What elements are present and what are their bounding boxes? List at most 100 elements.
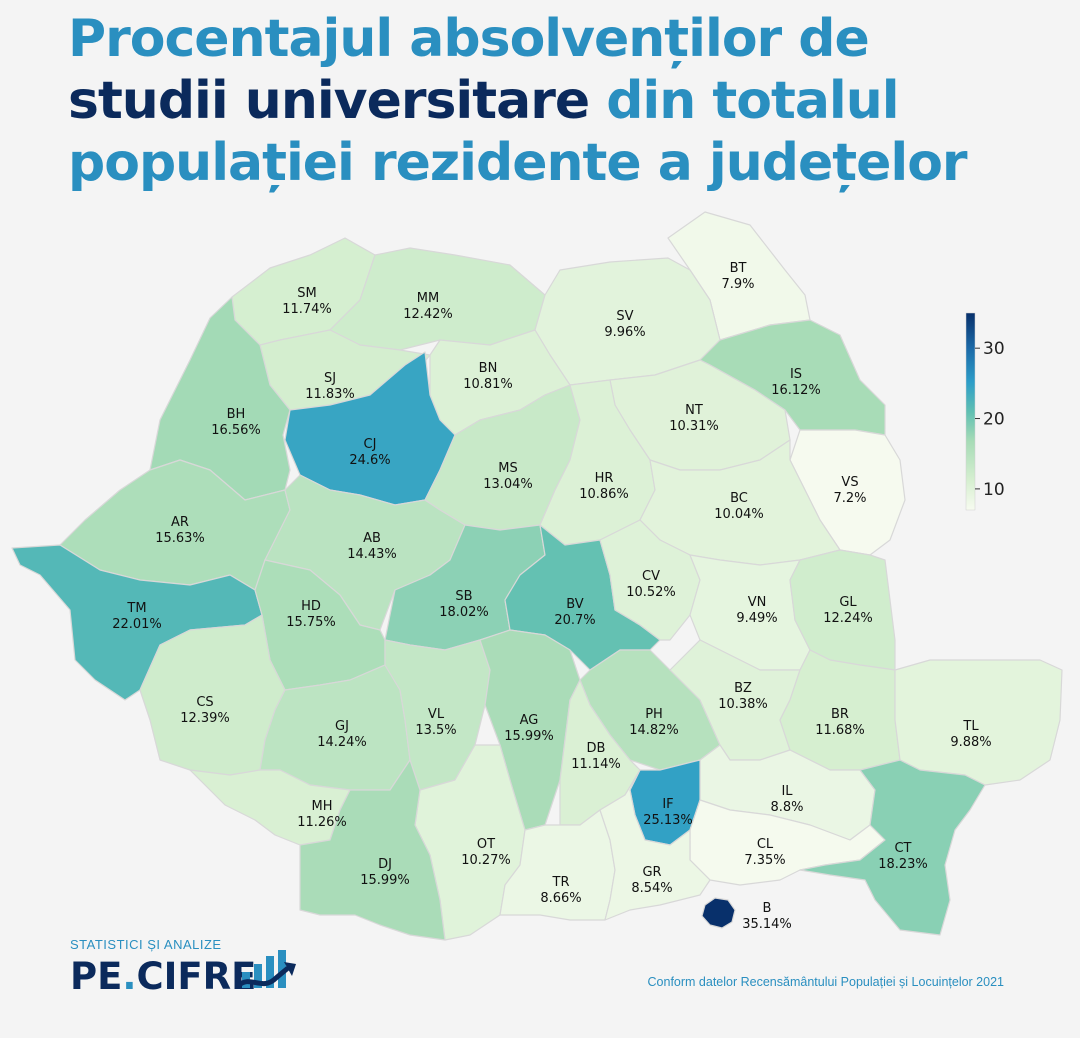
title-line-3: populației rezidente a județelor (68, 133, 968, 193)
county-value: 12.42% (403, 307, 453, 322)
county-label-b: B 35.14% (742, 901, 792, 932)
county-label-ct: CT 18.23% (878, 841, 928, 872)
county-label-vn: VN 9.49% (736, 595, 777, 626)
county-code: BZ (734, 681, 752, 696)
data-source-note: Conform datelor Recensământului Populați… (647, 975, 1004, 989)
county-label-ab: AB 14.43% (347, 531, 397, 562)
county-label-dj: DJ 15.99% (360, 857, 410, 888)
color-scale-bar (965, 312, 976, 511)
county-code: GR (642, 865, 661, 880)
county-value: 25.13% (643, 813, 693, 828)
county-value: 18.02% (439, 605, 489, 620)
title-line-1: Procentajul absolvenților de (68, 9, 870, 69)
county-label-tr: TR 8.66% (540, 875, 581, 906)
county-value: 10.27% (461, 853, 511, 868)
county-value: 15.99% (360, 873, 410, 888)
county-value: 10.86% (579, 487, 629, 502)
county-label-mh: MH 11.26% (297, 799, 347, 830)
county-value: 9.88% (950, 735, 991, 750)
county-value: 11.74% (282, 302, 332, 317)
county-code: SM (297, 286, 316, 301)
county-label-tm: TM 22.01% (112, 601, 162, 632)
county-label-sm: SM 11.74% (282, 286, 332, 317)
county-label-bt: BT 7.9% (721, 261, 754, 292)
county-value: 10.31% (669, 419, 719, 434)
county-code: NT (685, 403, 703, 418)
brand-name-left: PE (70, 955, 123, 998)
county-label-tl: TL 9.88% (950, 719, 991, 750)
county-value: 16.56% (211, 423, 261, 438)
county-code: BR (831, 707, 849, 722)
county-code: BH (227, 407, 246, 422)
county-label-nt: NT 10.31% (669, 403, 719, 434)
county-code: VS (841, 475, 858, 490)
county-value: 22.01% (112, 617, 162, 632)
county-label-ag: AG 15.99% (504, 713, 554, 744)
county-code: TR (552, 875, 570, 890)
county-value: 10.52% (626, 585, 676, 600)
county-label-bn: BN 10.81% (463, 361, 513, 392)
county-code: TL (962, 719, 979, 734)
county-vl (384, 639, 491, 791)
color-scale-legend: 10 20 30 (965, 312, 1005, 511)
county-code: GL (839, 595, 857, 610)
brand-tagline: STATISTICI ȘI ANALIZE (70, 937, 222, 952)
title-line-2-highlight: studii universitare (68, 71, 590, 131)
county-code: IF (662, 797, 673, 812)
county-value: 8.8% (770, 800, 803, 815)
county-label-if: IF 25.13% (643, 797, 693, 828)
color-scale-tick-label: 30 (983, 339, 1005, 359)
county-code: DB (587, 741, 606, 756)
county-label-sv: SV 9.96% (604, 309, 645, 340)
county-label-cv: CV 10.52% (626, 569, 676, 600)
county-code: AR (171, 515, 189, 530)
county-label-br: BR 11.68% (815, 707, 865, 738)
county-value: 12.24% (823, 611, 873, 626)
county-ct (799, 759, 986, 936)
county-value: 13.5% (415, 723, 456, 738)
county-value: 12.39% (180, 711, 230, 726)
color-scale-tick-label: 20 (983, 410, 1005, 430)
county-code: MM (417, 291, 439, 306)
county-code: MH (312, 799, 333, 814)
brand-name: PE.CIFRE (70, 955, 256, 998)
county-value: 15.99% (504, 729, 554, 744)
county-label-vs: VS 7.2% (833, 475, 866, 506)
county-label-il: IL 8.8% (770, 784, 803, 815)
county-label-mm: MM 12.42% (403, 291, 453, 322)
county-label-is: IS 16.12% (771, 367, 821, 398)
county-label-cs: CS 12.39% (180, 695, 230, 726)
county-label-bh: BH 16.56% (211, 407, 261, 438)
county-code: BN (479, 361, 498, 376)
brand-name-dot: . (122, 955, 137, 998)
county-value: 24.6% (349, 453, 390, 468)
county-code: BT (730, 261, 747, 276)
county-cv (599, 519, 701, 641)
county-value: 7.9% (721, 277, 754, 292)
county-code: OT (477, 837, 495, 852)
county-code: PH (645, 707, 663, 722)
county-label-sb: SB 18.02% (439, 589, 489, 620)
county-value: 8.54% (631, 881, 672, 896)
county-value: 9.96% (604, 325, 645, 340)
bar-chart-logo-icon (236, 950, 296, 989)
county-label-gj: GJ 14.24% (317, 719, 367, 750)
county-value: 11.14% (571, 757, 621, 772)
county-code: DJ (378, 857, 392, 872)
county-value: 7.35% (744, 853, 785, 868)
county-code: HR (595, 471, 614, 486)
county-label-ms: MS 13.04% (483, 461, 533, 492)
brand-name-right: CIFRE (136, 955, 257, 998)
county-value: 14.82% (629, 723, 679, 738)
county-code: BC (730, 491, 748, 506)
county-value: 16.12% (771, 383, 821, 398)
county-code: CV (642, 569, 660, 584)
county-code: VN (748, 595, 767, 610)
county-code: SB (455, 589, 472, 604)
county-value: 15.75% (286, 615, 336, 630)
title-line-2-rest: din totalul (589, 71, 899, 131)
county-dj (299, 759, 446, 941)
county-value: 10.81% (463, 377, 513, 392)
county-value: 18.23% (878, 857, 928, 872)
